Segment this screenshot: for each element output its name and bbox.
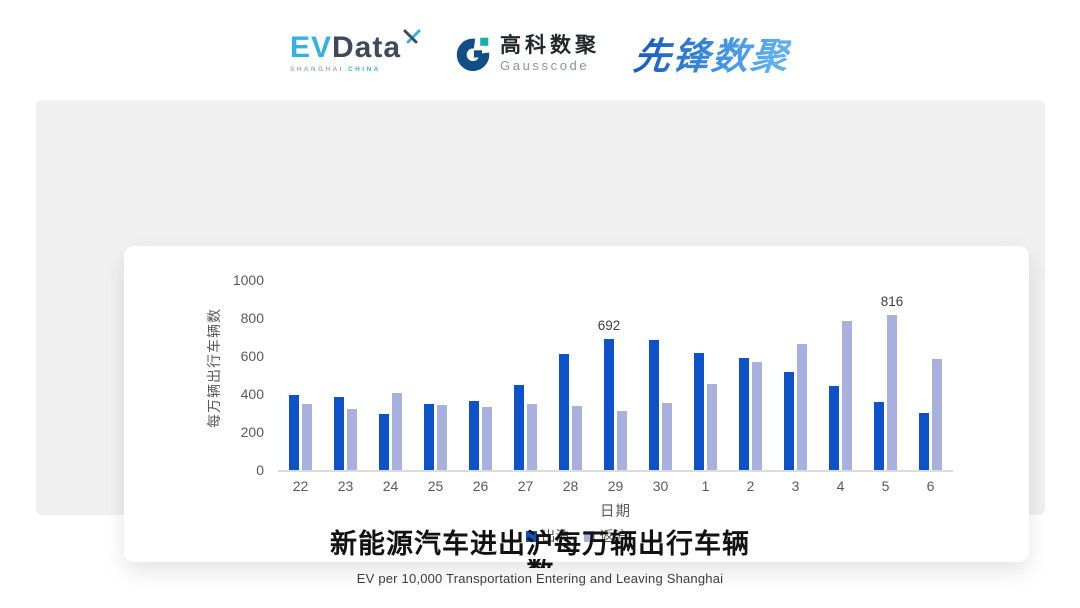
bar-出沪-6	[919, 412, 929, 470]
bar-出沪-30	[649, 340, 659, 470]
evdata-logo: EV Data SHANGHAI CHINA	[289, 29, 421, 74]
bar-出沪-22	[289, 394, 299, 470]
bar-返沪-27	[527, 404, 537, 470]
footer-title: 新能源汽车进出沪每万辆出行车辆	[330, 529, 750, 559]
bar-返沪-2	[752, 362, 762, 470]
gausscode-cn-text: 高科数聚	[500, 33, 601, 57]
x-tick: 26	[472, 478, 489, 494]
legend-item: 出沪	[525, 526, 570, 546]
plot-area: 692 816	[278, 280, 953, 472]
legend-label: 出沪	[541, 528, 570, 544]
evdata-wordmark: EV Data	[289, 29, 421, 64]
x-tick: 28	[562, 478, 579, 494]
x-tick: 22	[292, 478, 309, 494]
x-tick: 3	[791, 478, 800, 494]
footer-subtitle: EV per 10,000 Transportation Entering an…	[356, 571, 724, 586]
x-tick: 24	[382, 478, 399, 494]
bar-返沪-22	[302, 404, 312, 470]
evdata-ev-text: EV	[289, 30, 332, 64]
y-tick: 600	[240, 348, 264, 364]
chart-card: 每万辆出行车辆数 0 200 400 600 800 1000 692 816 22 23 24…	[124, 246, 1029, 562]
bar-出沪-2	[739, 357, 749, 470]
gausscode-logo: 高科数聚 Gausscode	[455, 35, 600, 72]
bar-value-label: 692	[597, 317, 621, 333]
legend-swatch	[525, 530, 537, 542]
x-tick: 29	[607, 478, 624, 494]
bar-出沪-4	[829, 386, 839, 470]
bar-返沪-6	[932, 359, 942, 470]
bar-出沪-3	[784, 371, 794, 470]
legend-swatch	[583, 530, 595, 542]
x-tick: 30	[652, 478, 669, 494]
bar-返沪-4	[842, 320, 852, 470]
y-tick: 400	[240, 386, 264, 402]
bar-返沪-23	[347, 408, 357, 470]
bar-返沪-24	[392, 393, 402, 470]
x-tick: 2	[746, 478, 755, 494]
bar-出沪-1	[694, 353, 704, 470]
bar-出沪-25	[424, 403, 434, 470]
evdata-tagline: SHANGHAI CHINA	[289, 65, 421, 74]
legend-item: 返沪	[583, 526, 628, 546]
evdata-tagline-shanghai: SHANGHAI	[289, 65, 344, 73]
y-tick: 800	[240, 310, 264, 326]
x-tick: 5	[881, 478, 890, 494]
bar-返沪-25	[437, 405, 447, 470]
gausscode-g-icon	[456, 37, 490, 71]
bar-返沪-28	[572, 405, 582, 470]
bar-出沪-5	[874, 401, 884, 470]
bar-出沪-26	[469, 400, 479, 470]
bar-返沪-3	[797, 344, 807, 470]
gausscode-en-text: Gausscode	[500, 57, 590, 73]
x-tick: 1	[701, 478, 710, 494]
evdata-tagline-china: CHINA	[348, 65, 381, 73]
bar-出沪-24	[379, 413, 389, 470]
bar-返沪-29	[617, 410, 627, 470]
xianfeng-logo: 先锋数聚	[631, 26, 793, 80]
x-tick: 23	[337, 478, 354, 494]
bar-返沪-30	[662, 402, 672, 470]
bar-返沪-26	[482, 406, 492, 470]
x-tick: 4	[836, 478, 845, 494]
bar-出沪-29	[604, 338, 614, 470]
dragonfly-x-icon	[403, 29, 421, 44]
bar-出沪-28	[559, 354, 569, 470]
legend-label: 返沪	[599, 528, 628, 544]
x-tick: 6	[926, 478, 935, 494]
footer-title-clipped: 数	[527, 559, 554, 568]
x-tick: 25	[427, 478, 444, 494]
gausscode-text: 高科数聚 Gausscode	[500, 35, 600, 72]
legend: 出沪 返沪	[124, 526, 1029, 546]
evdata-data-text: Data	[332, 30, 402, 64]
bar-返沪-1	[707, 383, 717, 470]
stats-panel: 每万辆出行车辆数 0 200 400 600 800 1000 692 816 22 23 24…	[36, 100, 1045, 562]
y-tick: 1000	[232, 272, 264, 288]
logo-row: EV Data SHANGHAI CHINA 高科数聚 Gausscode 先锋数…	[0, 22, 1080, 84]
bar-出沪-27	[514, 384, 524, 470]
footer: 新能源汽车进出沪每万辆出行车辆 数 EV per 10,000 Transpor…	[0, 529, 1080, 586]
x-axis-title: 日期	[600, 504, 631, 520]
bar-出沪-23	[334, 396, 344, 470]
y-tick: 0	[256, 462, 264, 478]
y-tick: 200	[240, 424, 264, 440]
bar-返沪-5	[887, 314, 897, 470]
bar-value-label: 816	[880, 293, 904, 309]
x-tick: 27	[517, 478, 534, 494]
